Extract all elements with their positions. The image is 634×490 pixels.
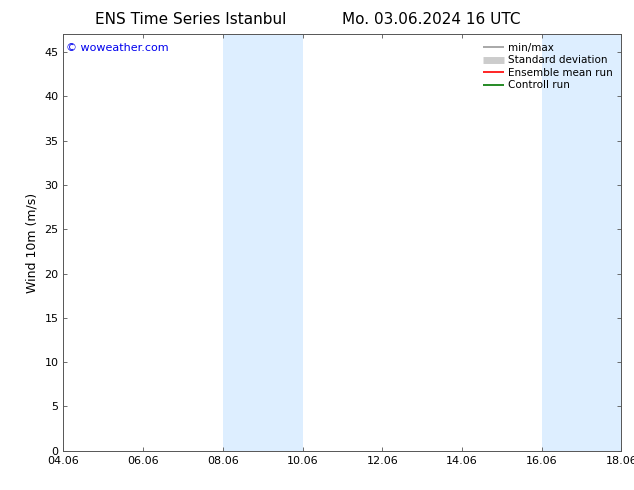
Text: Mo. 03.06.2024 16 UTC: Mo. 03.06.2024 16 UTC [342,12,521,27]
Text: ENS Time Series Istanbul: ENS Time Series Istanbul [94,12,286,27]
Bar [541,34,621,451]
Legend: min/max, Standard deviation, Ensemble mean run, Controll run: min/max, Standard deviation, Ensemble me… [480,40,616,94]
Bar [223,34,302,451]
Text: © woweather.com: © woweather.com [66,43,169,52]
Y-axis label: Wind 10m (m/s): Wind 10m (m/s) [26,193,39,293]
